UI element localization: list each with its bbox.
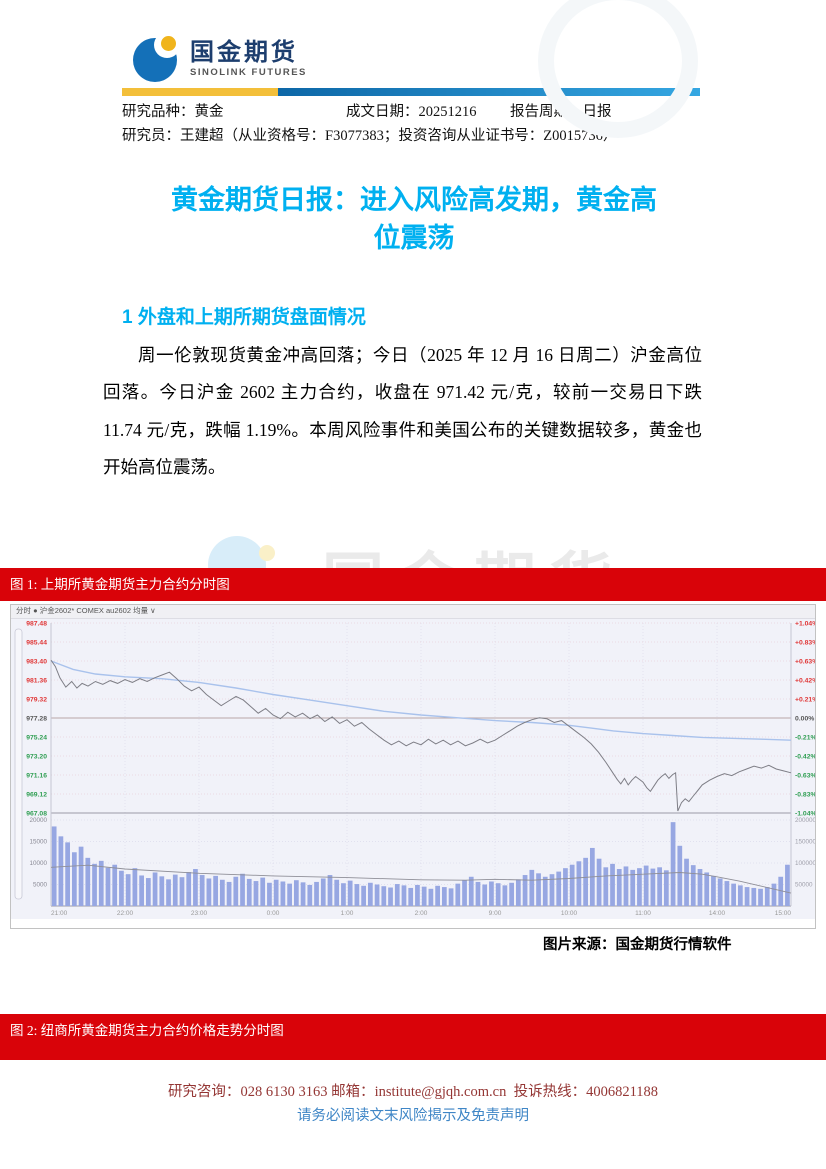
figure2-banner: 图 2: 纽商所黄金期货主力合约价格走势分时图 (0, 1014, 826, 1060)
svg-text:987.48: 987.48 (26, 620, 47, 627)
svg-text:969.12: 969.12 (26, 791, 47, 798)
svg-text:1:00: 1:00 (341, 910, 354, 917)
svg-text:+0.63%: +0.63% (795, 658, 815, 665)
section-heading: 1 外盘和上期所期货盘面情况 (122, 307, 366, 328)
meta-researcher-label: 研究员： (122, 128, 180, 144)
page-title: 黄金期货日报：进入风险高发期，黄金高位震荡 (171, 185, 657, 254)
footer-hotline-label: 投诉热线： (513, 1084, 587, 1100)
svg-text:+0.21%: +0.21% (795, 696, 815, 703)
intraday-chart-svg: 21:00 22:00 23:00 0:00 1:00 2:00 9:00 10:00 11:0… (11, 619, 815, 919)
logo-coin-icon (161, 36, 176, 51)
svg-text:-0.21%: -0.21% (795, 734, 815, 741)
svg-text:11:00: 11:00 (635, 910, 651, 917)
svg-text:+0.42%: +0.42% (795, 677, 815, 684)
svg-text:10000: 10000 (29, 860, 47, 867)
svg-text:0:00: 0:00 (267, 910, 280, 917)
watermark-text: 国金期货 (322, 531, 626, 568)
body-paragraph: 周一伦敦现货黄金冲高回落；今日（2025 年 12 月 16 日周二）沪金高位回… (103, 345, 702, 478)
footer-email-label: 邮箱： (331, 1084, 375, 1100)
meta-date: 成文日期：20251216 (346, 100, 510, 124)
svg-text:20000: 20000 (29, 817, 47, 824)
svg-text:14:00: 14:00 (709, 910, 726, 917)
svg-text:975.24: 975.24 (26, 734, 47, 741)
footer-email: institute@gjqh.com.cn (374, 1084, 507, 1100)
svg-text:9:00: 9:00 (489, 910, 502, 917)
svg-text:967.08: 967.08 (26, 810, 47, 817)
logo-name-cn: 国金期货 (190, 39, 298, 67)
svg-text:23:00: 23:00 (191, 910, 208, 917)
svg-text:979.32: 979.32 (26, 696, 47, 703)
logo-text: 国金期货 SINOLINK FUTURES (190, 39, 307, 78)
footer-disclaimer: 请务必阅读文末风险揭示及免责声明 (297, 1108, 529, 1124)
svg-text:+1.04%: +1.04% (795, 620, 815, 627)
sinolink-logo-icon (133, 32, 180, 82)
figure1-source: 图片来源：国金期货行情软件 (543, 937, 732, 953)
svg-text:977.28: 977.28 (26, 715, 47, 722)
meta-research-type: 研究品种：黄金 (122, 100, 346, 124)
footer-consult-label: 研究咨询： (167, 1084, 241, 1100)
meta-research-type-value: 黄金 (194, 104, 224, 120)
svg-text:22:00: 22:00 (117, 910, 134, 917)
svg-text:10:00: 10:00 (561, 910, 578, 917)
chart-toolbar: 分时 ● 沪金2602* COMEX au2602 均量 ∨ (11, 605, 815, 619)
header-divider-bar (122, 88, 700, 96)
footer-hotline: 4006821188 (586, 1084, 659, 1100)
svg-text:-0.63%: -0.63% (795, 772, 815, 779)
svg-text:50000: 50000 (795, 882, 813, 889)
meta-researcher-value: 王建超（从业资格号：F3077383；投资咨询从业证书号：Z0015736） (180, 128, 618, 144)
meta-row-2: 研究员：王建超（从业资格号：F3077383；投资咨询从业证书号：Z001573… (122, 124, 707, 148)
svg-text:100000: 100000 (795, 860, 815, 867)
svg-text:15000: 15000 (29, 839, 47, 846)
svg-text:2:00: 2:00 (415, 910, 428, 917)
svg-text:973.20: 973.20 (26, 753, 47, 760)
meta-research-type-label: 研究品种： (122, 104, 195, 120)
watermark-coin-icon (259, 545, 275, 561)
svg-text:983.40: 983.40 (26, 658, 47, 665)
svg-text:+0.83%: +0.83% (795, 639, 815, 646)
logo-name-en: SINOLINK FUTURES (190, 66, 307, 78)
svg-text:0.00%: 0.00% (795, 715, 814, 722)
svg-text:15:00: 15:00 (775, 910, 792, 917)
meta-date-value: 20251216 (418, 104, 477, 120)
svg-text:-1.04%: -1.04% (795, 810, 815, 817)
svg-text:971.16: 971.16 (26, 772, 47, 779)
footer-consult-phone: 028 6130 3163 (240, 1084, 328, 1100)
company-logo: 国金期货 SINOLINK FUTURES (133, 32, 307, 82)
svg-text:-0.83%: -0.83% (795, 791, 815, 798)
svg-text:150000: 150000 (795, 839, 815, 846)
watermark-strip: 国金期货 (140, 531, 760, 568)
svg-text:21:00: 21:00 (51, 910, 68, 917)
svg-text:5000: 5000 (33, 882, 48, 889)
svg-text:985.44: 985.44 (26, 639, 47, 646)
svg-text:-0.42%: -0.42% (795, 753, 815, 760)
svg-text:981.36: 981.36 (26, 677, 47, 684)
figure1-chart: 分时 ● 沪金2602* COMEX au2602 均量 ∨ 21:00 22:0… (10, 604, 816, 929)
meta-date-label: 成文日期： (346, 104, 419, 120)
figure1-banner: 图 1: 上期所黄金期货主力合约分时图 (0, 568, 826, 601)
svg-text:200000: 200000 (795, 817, 815, 824)
footer-contact-line: 研究咨询：028 6130 3163 邮箱：institute@gjqh.com… (0, 1080, 826, 1101)
watermark-logo-icon (208, 536, 266, 568)
